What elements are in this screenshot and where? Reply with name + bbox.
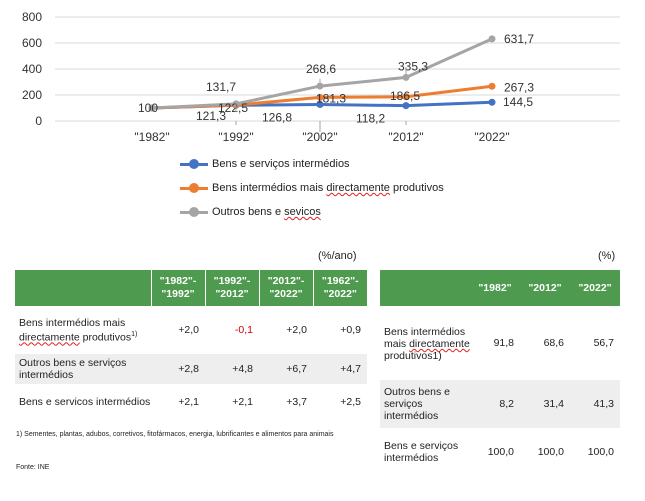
table-row: Bens intermédios mais directamente produ… xyxy=(15,306,367,354)
row-label: Outros bens e serviços intermédios xyxy=(380,380,470,428)
data-label: 118,2 xyxy=(356,112,385,126)
y-tick-label: 800 xyxy=(22,10,42,24)
data-label: 186,5 xyxy=(390,89,420,103)
header-corner xyxy=(380,270,470,306)
line-chart: 0 200 400 600 800 "1982" "1992" "2002" "2012" "2… xyxy=(22,10,620,144)
source: Fonte: INE xyxy=(16,464,50,471)
table-row: Bens intermédios mais directamente produ… xyxy=(380,306,620,380)
cell-value: +2,0 xyxy=(286,324,307,336)
x-tick-label: "2012" xyxy=(388,130,423,144)
cell-value: 100,0 xyxy=(487,446,514,458)
x-tick-label: "1992" xyxy=(218,130,253,144)
data-label: 144,5 xyxy=(503,95,533,109)
legend-swatch-orange xyxy=(180,183,208,193)
share-table: "1982" "2012" "2022" Bens intermédios ma… xyxy=(380,270,620,476)
cell-value: +2,5 xyxy=(340,396,361,408)
cell-value: +4,7 xyxy=(313,354,367,384)
data-point xyxy=(402,102,410,110)
legend-label: Bens e serviços intermédios xyxy=(212,158,350,170)
x-axis-ticks: "1982" "1992" "2002" "2012" "2022" xyxy=(134,130,509,144)
data-label: 268,6 xyxy=(306,62,336,76)
legend-item-outros: Outros bens e sevicos xyxy=(180,200,444,224)
data-label: 267,3 xyxy=(504,80,534,94)
y-tick-label: 400 xyxy=(22,62,42,76)
x-tick-label: "2002" xyxy=(302,130,337,144)
y-tick-label: 600 xyxy=(22,36,42,50)
legend-label: Bens intermédios mais directamente produ… xyxy=(212,182,444,194)
cell-value: +2,0 xyxy=(178,324,199,336)
cell-value: +2,1 xyxy=(178,396,199,408)
header-cell: "1992"-"2012" xyxy=(204,270,259,306)
data-label: 121,3 xyxy=(196,109,226,123)
legend-label: Outros bens e sevicos xyxy=(212,206,321,218)
data-label: 181,3 xyxy=(316,91,346,105)
y-axis-ticks: 0 200 400 600 800 xyxy=(22,10,42,128)
data-point xyxy=(402,93,410,101)
row-label: Bens e servicos intermédios xyxy=(19,396,151,408)
cell-value-negative: -0,1 xyxy=(234,324,253,336)
data-point xyxy=(148,104,156,112)
growth-table-header: "1982"-"1992" "1992"-"2012" "2012"-"2022… xyxy=(15,270,367,306)
share-table-header: "1982" "2012" "2022" xyxy=(380,270,620,306)
table-row: Bens e serviços intermédios 100,0 100,0 … xyxy=(380,428,620,476)
row-label: Bens intermédios mais directamente produ… xyxy=(19,316,138,344)
legend-swatch-blue xyxy=(180,159,208,169)
cell-value: 68,6 xyxy=(543,337,564,349)
legend-item-bens-produtivos: Bens intermédios mais directamente produ… xyxy=(180,176,444,200)
legend-item-bens-servicos: Bens e serviços intermédios xyxy=(180,152,444,176)
growth-table-unit: (%/ano) xyxy=(318,250,357,262)
row-label: Bens intermédios mais directamente produ… xyxy=(384,326,470,362)
data-label: 126,8 xyxy=(262,111,292,125)
header-cell: "1962"-"2022" xyxy=(312,270,367,306)
table-row: Outros bens e serviços intermédios +2,8 … xyxy=(15,354,367,384)
header-cell: "2012" xyxy=(520,270,570,306)
data-point xyxy=(488,82,496,90)
data-point xyxy=(488,35,496,43)
data-point xyxy=(316,93,324,101)
growth-table: "1982"-"1992" "1992"-"2012" "2012"-"2022… xyxy=(15,270,367,420)
header-cell: "1982"-"1992" xyxy=(150,270,205,306)
x-tick-label: "2022" xyxy=(474,130,509,144)
cell-value: 31,4 xyxy=(520,380,570,428)
cell-value: 91,8 xyxy=(493,337,514,349)
row-label: Outros bens e serviços intermédios xyxy=(15,354,151,384)
data-label: 122,5 xyxy=(218,101,248,115)
header-cell: "2012"-"2022" xyxy=(258,270,313,306)
data-label: 335,3 xyxy=(398,59,428,73)
header-corner xyxy=(15,270,151,306)
cell-value: 100,0 xyxy=(537,446,564,458)
cell-value: +4,8 xyxy=(205,354,259,384)
y-tick-label: 200 xyxy=(22,88,42,102)
y-tick-label: 0 xyxy=(35,114,42,128)
chart-legend: Bens e serviços intermédios Bens intermé… xyxy=(180,152,444,224)
share-table-unit: (%) xyxy=(598,250,616,262)
header-cell: "1982" xyxy=(470,270,520,306)
data-label: 100 xyxy=(138,101,158,115)
cell-value: 41,3 xyxy=(570,380,620,428)
data-point xyxy=(232,100,240,108)
cell-value: +3,7 xyxy=(286,396,307,408)
x-tick-label: "1982" xyxy=(134,130,169,144)
data-point xyxy=(316,101,324,109)
chart-gridlines xyxy=(55,16,620,122)
row-label: Bens e serviços intermédios xyxy=(384,440,459,464)
data-label: 131,7 xyxy=(206,80,236,94)
cell-value: +0,9 xyxy=(340,324,361,336)
cell-value: 56,7 xyxy=(593,337,614,349)
chart-data-labels: 100 121,3 126,8 118,2 144,5 122,5 181,3 186,5 26… xyxy=(138,32,534,132)
header-cell: "2022" xyxy=(570,270,620,306)
cell-value: +2,1 xyxy=(232,396,253,408)
footnote: 1) Sementes, plantas, adubos, corretivos… xyxy=(16,431,334,438)
data-point xyxy=(402,73,410,81)
legend-swatch-gray xyxy=(180,207,208,217)
data-label: 631,7 xyxy=(504,32,534,46)
table-row: Outros bens e serviços intermédios 8,2 3… xyxy=(380,380,620,428)
cell-value: +2,8 xyxy=(151,354,205,384)
data-point xyxy=(488,98,496,106)
table-row: Bens e servicos intermédios +2,1 +2,1 +3… xyxy=(15,384,367,420)
cell-value: 100,0 xyxy=(587,446,614,458)
cell-value: 8,2 xyxy=(470,380,520,428)
cell-value: +6,7 xyxy=(259,354,313,384)
